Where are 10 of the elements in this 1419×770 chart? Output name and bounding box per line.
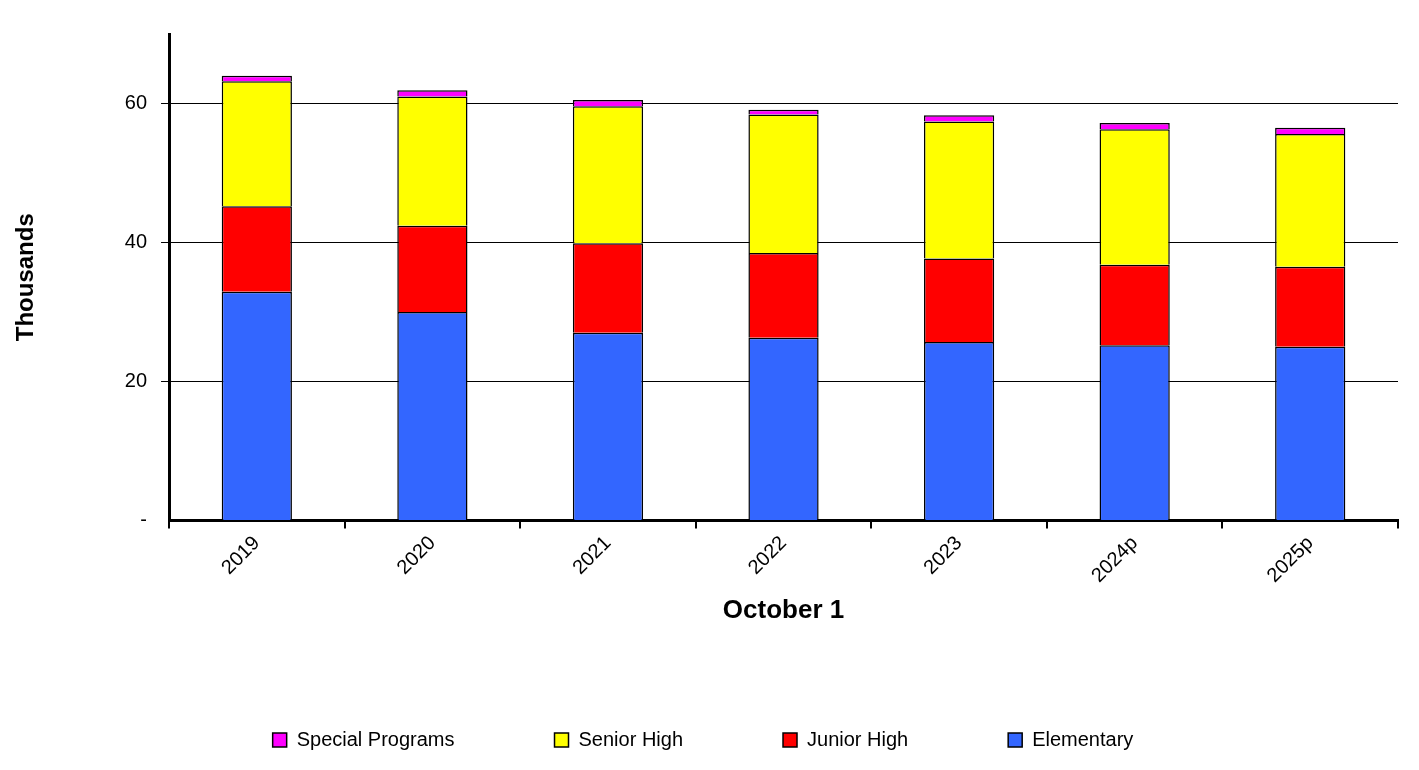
legend-label: Special Programs	[296, 727, 455, 750]
y-tick-label: 60	[124, 91, 148, 114]
x-axis-title: October 1	[722, 593, 845, 624]
y-tick-label: 20	[124, 369, 148, 392]
legend-label: Elementary	[1032, 727, 1134, 750]
y-tick-label: -	[140, 508, 148, 531]
y-axis-title: Thousands	[11, 213, 39, 342]
y-tick-label: 40	[124, 230, 148, 253]
legend-label: Senior High	[578, 727, 684, 750]
legend-label: Junior High	[807, 727, 909, 750]
